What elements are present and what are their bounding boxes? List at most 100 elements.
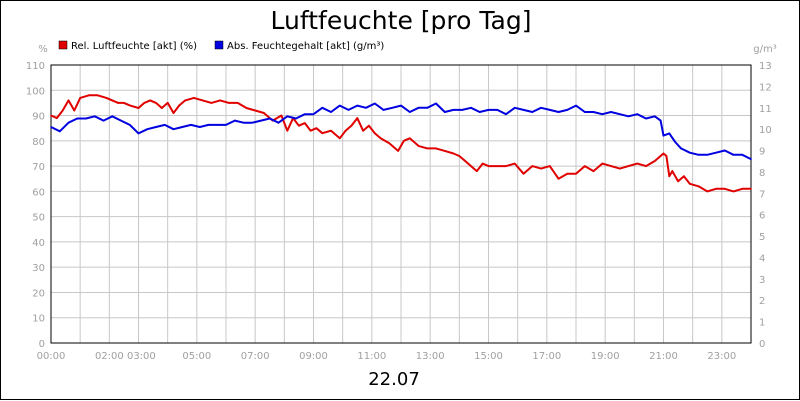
x-tick-label: 11:00 xyxy=(357,351,386,362)
data-point-abs-humidity xyxy=(251,121,254,124)
data-point-abs-humidity xyxy=(688,151,691,154)
data-point-abs-humidity xyxy=(461,109,464,111)
y-left-tick-label: 90 xyxy=(32,112,45,123)
data-point-rel-humidity xyxy=(368,124,370,127)
data-point-rel-humidity xyxy=(210,102,213,104)
data-point-rel-humidity xyxy=(236,102,239,104)
data-point-abs-humidity xyxy=(365,106,367,109)
data-point-rel-humidity xyxy=(610,165,612,167)
data-point-rel-humidity xyxy=(50,114,52,117)
data-point-rel-humidity xyxy=(111,99,114,102)
data-point-abs-humidity xyxy=(85,117,87,120)
y-left-tick-label: 110 xyxy=(26,61,45,72)
data-point-rel-humidity xyxy=(245,107,248,109)
data-point-rel-humidity xyxy=(263,112,265,114)
data-point-abs-humidity xyxy=(741,154,744,156)
data-point-rel-humidity xyxy=(618,167,621,170)
x-tick-label: 02:00 03:00 xyxy=(95,351,156,362)
data-point-rel-humidity xyxy=(732,190,735,193)
data-point-rel-humidity xyxy=(388,142,391,145)
y-left-tick-label: 70 xyxy=(32,162,45,173)
y-left-tick-label: 0 xyxy=(39,339,45,350)
data-point-abs-humidity xyxy=(137,132,140,135)
data-point-abs-humidity xyxy=(260,119,262,122)
data-point-rel-humidity xyxy=(161,107,163,109)
data-point-abs-humidity xyxy=(233,119,236,122)
data-point-abs-humidity xyxy=(505,113,507,115)
data-point-abs-humidity xyxy=(268,117,271,120)
chart-title: Luftfeuchte [pro Tag] xyxy=(271,6,532,35)
x-tick-label: 05:00 xyxy=(182,351,211,362)
data-point-rel-humidity xyxy=(671,170,674,172)
data-point-rel-humidity xyxy=(659,155,662,157)
data-point-abs-humidity xyxy=(356,104,359,107)
data-point-rel-humidity xyxy=(653,160,656,162)
y-right-tick-label: 13 xyxy=(759,61,772,72)
data-point-rel-humidity xyxy=(741,188,744,190)
data-point-abs-humidity xyxy=(715,151,717,154)
y-right-tick-label: 0 xyxy=(759,339,765,350)
legend-swatch-abs-humidity xyxy=(214,40,224,50)
data-point-abs-humidity xyxy=(659,119,662,122)
data-point-rel-humidity xyxy=(665,155,668,157)
data-point-abs-humidity xyxy=(295,117,297,120)
data-point-rel-humidity xyxy=(548,165,551,167)
data-point-abs-humidity xyxy=(50,126,52,128)
y-right-tick-label: 11 xyxy=(759,104,772,115)
data-point-abs-humidity xyxy=(391,106,394,109)
data-point-rel-humidity xyxy=(476,170,478,172)
data-point-rel-humidity xyxy=(309,129,312,132)
data-point-abs-humidity xyxy=(732,154,735,156)
x-tick-label: 07:00 xyxy=(241,351,270,362)
data-point-rel-humidity xyxy=(683,175,685,177)
data-point-abs-humidity xyxy=(303,113,306,115)
data-point-abs-humidity xyxy=(163,124,166,126)
data-point-rel-humidity xyxy=(149,99,151,102)
data-point-abs-humidity xyxy=(583,111,586,113)
data-point-abs-humidity xyxy=(277,121,280,124)
data-point-rel-humidity xyxy=(379,137,382,140)
y-right-tick-label: 12 xyxy=(759,82,772,93)
y-left-tick-label: 30 xyxy=(32,263,45,274)
data-point-abs-humidity xyxy=(426,106,429,109)
data-point-abs-humidity xyxy=(443,111,446,113)
x-tick-label: 15:00 xyxy=(474,351,503,362)
data-point-abs-humidity xyxy=(225,124,227,126)
y-left-tick-label: 50 xyxy=(32,213,45,224)
data-point-abs-humidity xyxy=(76,117,79,120)
data-point-abs-humidity xyxy=(566,109,569,111)
data-point-rel-humidity xyxy=(330,129,332,132)
data-point-abs-humidity xyxy=(181,126,184,128)
y-left-tick-label: 10 xyxy=(32,314,45,325)
data-point-rel-humidity xyxy=(496,165,499,167)
data-point-abs-humidity xyxy=(522,109,525,111)
data-point-abs-humidity xyxy=(636,113,639,115)
data-point-abs-humidity xyxy=(653,115,656,118)
y-right-tick-label: 6 xyxy=(759,211,765,222)
data-point-rel-humidity xyxy=(128,104,131,107)
date-label: 22.07 xyxy=(368,369,420,390)
data-point-rel-humidity xyxy=(522,172,525,175)
x-tick-label: 00:00 xyxy=(37,351,66,362)
data-point-abs-humidity xyxy=(540,106,542,109)
data-point-rel-humidity xyxy=(79,97,81,99)
data-point-abs-humidity xyxy=(190,124,192,126)
data-point-rel-humidity xyxy=(56,117,58,119)
data-point-rel-humidity xyxy=(137,107,140,109)
data-point-rel-humidity xyxy=(61,109,64,112)
data-point-rel-humidity xyxy=(464,160,466,162)
data-point-rel-humidity xyxy=(254,109,256,112)
data-point-abs-humidity xyxy=(513,106,516,109)
legend-label-abs-humidity: Abs. Feuchtegehalt [akt] (g/m³) xyxy=(227,41,384,52)
data-point-abs-humidity xyxy=(674,141,676,143)
data-point-rel-humidity xyxy=(88,94,90,97)
data-point-abs-humidity xyxy=(373,102,376,105)
data-point-rel-humidity xyxy=(344,129,347,132)
data-point-rel-humidity xyxy=(117,102,119,104)
data-point-rel-humidity xyxy=(73,109,76,112)
data-point-abs-humidity xyxy=(242,121,245,124)
data-point-abs-humidity xyxy=(286,115,289,118)
data-point-abs-humidity xyxy=(408,111,411,113)
data-point-abs-humidity xyxy=(452,109,455,111)
